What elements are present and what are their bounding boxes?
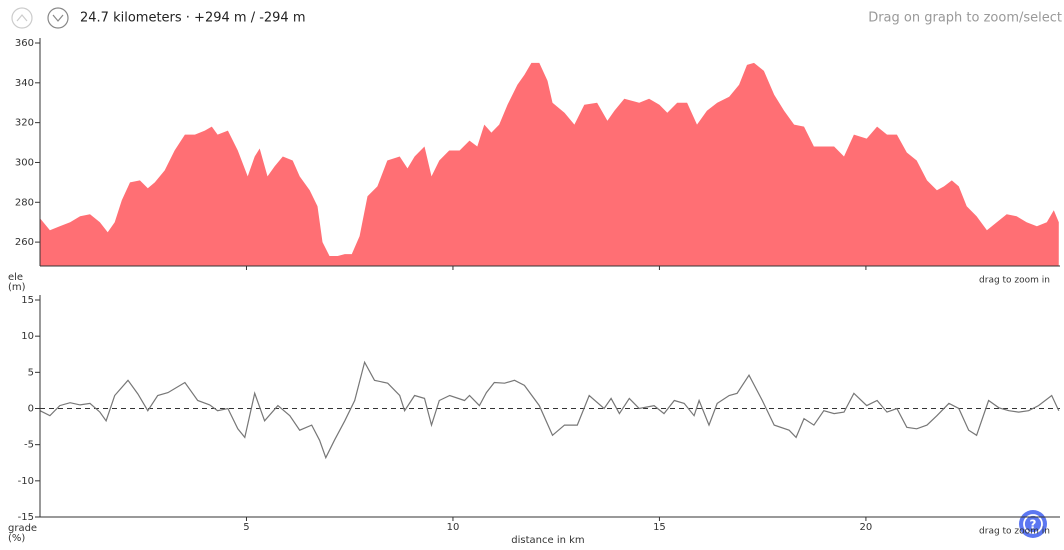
x-axis-label: distance in km	[511, 535, 584, 546]
grade-line	[39, 360, 1060, 460]
y-tick-label: 0	[28, 404, 34, 415]
x-tick-label: 15	[653, 522, 666, 533]
y-tick-label: 10	[21, 331, 34, 342]
y-tick-label: 360	[15, 38, 34, 49]
help-icon: ?	[1030, 518, 1037, 532]
y-tick-label: -15	[18, 512, 34, 523]
elevation-area	[40, 62, 1059, 267]
y-tick-label: 5	[28, 367, 34, 378]
x-tick-label: 20	[860, 522, 873, 533]
zoom-in-hint: drag to zoom in	[979, 527, 1050, 537]
y-tick-label: 280	[15, 197, 34, 208]
zoom-hint: Drag on graph to zoom/select	[868, 11, 1062, 26]
x-tick-label: 10	[447, 522, 460, 533]
y-axis-label: grade (%)	[8, 523, 38, 544]
x-tick-label: 5	[243, 522, 249, 533]
y-tick-label: -5	[24, 440, 34, 451]
y-tick-label: -10	[18, 476, 34, 487]
zoom-in-hint: drag to zoom in	[979, 276, 1050, 286]
route-summary: 24.7 kilometers · +294 m / -294 m	[80, 11, 306, 26]
y-tick-label: 15	[21, 295, 34, 306]
collapse-button[interactable]	[11, 7, 33, 29]
y-tick-label: 320	[15, 118, 34, 129]
y-tick-label: 300	[15, 157, 34, 168]
expand-button[interactable]	[47, 7, 69, 29]
y-tick-label: 260	[15, 237, 34, 248]
y-axis-label: ele (m)	[8, 272, 26, 293]
y-tick-label: 340	[15, 78, 34, 89]
